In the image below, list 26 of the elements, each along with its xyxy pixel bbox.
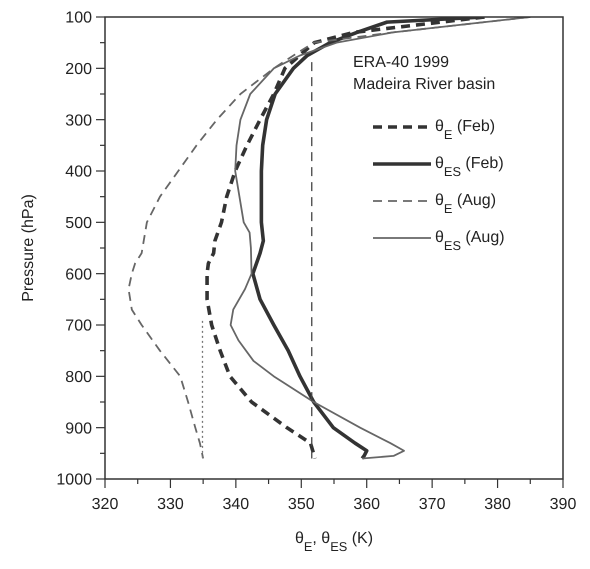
y-tick-label: 700 xyxy=(65,318,92,335)
x-tick-label: 370 xyxy=(418,496,446,513)
y-tick-label: 900 xyxy=(65,420,92,438)
y-tick-label: 400 xyxy=(65,164,92,181)
y-tick-label: 200 xyxy=(65,60,92,78)
y-tick-label: 500 xyxy=(65,214,92,232)
y-tick-label: 100 xyxy=(65,10,92,27)
x-tick-label: 350 xyxy=(288,496,315,513)
x-tick-label: 320 xyxy=(92,496,118,513)
legend-label: θ$_{E}$ (Feb) xyxy=(435,118,496,142)
x-tick-label: 340 xyxy=(222,496,250,513)
x-tick-label: 360 xyxy=(353,496,380,513)
annotation: Madeira River basin xyxy=(353,76,496,93)
x-tick-label: 390 xyxy=(550,496,576,513)
y-tick-label: 300 xyxy=(65,112,92,130)
x-axis-title: θ$_{E}$, θ$_{ES}$ (K) xyxy=(294,530,374,554)
y-axis-title: Pressure (hPa) xyxy=(20,194,38,302)
y-tick-label: 800 xyxy=(65,368,92,386)
legend-label: θ$_{E}$ (Aug) xyxy=(435,192,496,216)
legend-label: θ$_{ES}$ (Feb) xyxy=(435,155,504,178)
y-tick-label: 600 xyxy=(65,266,92,284)
y-tick-label: 1000 xyxy=(56,472,92,489)
legend-label: θ$_{ES}$ (Aug) xyxy=(435,229,505,252)
x-tick-label: 380 xyxy=(484,496,512,513)
x-tick-label: 330 xyxy=(157,496,184,513)
annotation: ERA-40 1999 xyxy=(353,54,450,71)
